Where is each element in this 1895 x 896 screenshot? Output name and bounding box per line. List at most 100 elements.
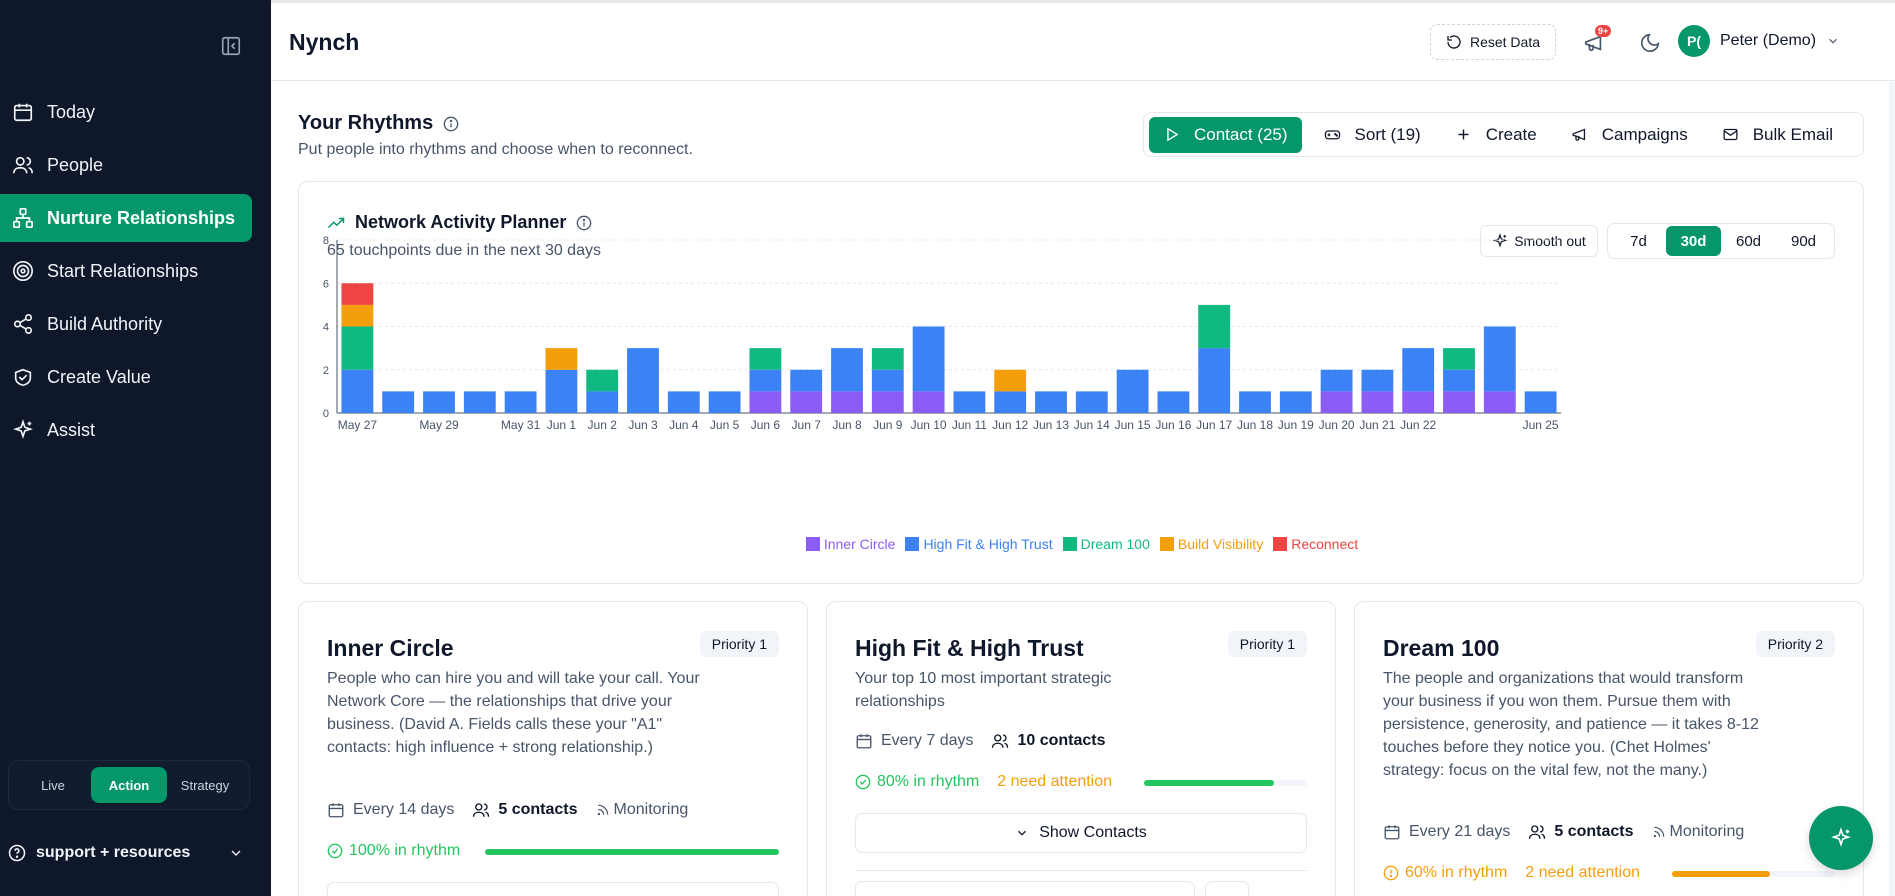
sparkles-icon [1492,233,1508,248]
rhythms-title-text: Your Rhythms [298,112,434,134]
chevron-down-icon [231,850,241,856]
reset-data-label: Reset Data [1469,34,1541,50]
attention-text[interactable]: 2 need attention [997,773,1113,790]
range-30d-button[interactable]: 30d [1666,226,1721,256]
gamepad-icon [1324,130,1340,140]
bar-segment [341,326,374,370]
rhythm-status: 100% in rhythm [327,842,460,860]
x-tick-label: Jun 20 [1319,418,1355,432]
y-tick-label: 4 [323,322,329,334]
smooth-out-button[interactable]: Smooth out [1480,225,1598,257]
check-circle-icon [327,843,343,859]
sort-button[interactable]: Sort (19) [1312,117,1433,153]
mode-live-button[interactable]: Live [41,777,65,793]
show-contacts-button[interactable]: Show Contacts [855,813,1307,853]
card-description: Your top 10 most important strategic rel… [855,670,1112,710]
rhythm-progress [1672,871,1835,877]
sparkles-icon [1831,827,1851,848]
header: Nynch Reset Data 9+ P( Peter (Demo) [271,3,1895,81]
legend-item[interactable]: Reconnect [1273,536,1358,552]
legend-swatch [805,537,820,551]
mode-action-button[interactable]: Action [91,767,167,803]
bar-segment [790,369,823,392]
scrollbar[interactable] [1889,82,1895,896]
bar-segment [1157,391,1190,413]
theme-toggle[interactable] [1639,32,1661,54]
legend-item[interactable]: Inner Circle [805,536,895,552]
rhythm-progress-fill [1144,780,1275,786]
support-resources[interactable]: support + resources [8,838,244,868]
x-tick-label: Jun 7 [792,418,822,432]
create-button[interactable]: Create [1443,117,1549,153]
contacts-text: 10 contacts [1017,732,1106,749]
rotate-icon [1447,35,1461,49]
reset-data-button[interactable]: Reset Data [1430,24,1556,60]
range-90d-button[interactable]: 90d [1790,232,1817,250]
show-contacts-button[interactable] [327,882,779,896]
bar-segment [504,391,537,413]
card-title: High Fit & High Trust [855,635,1084,661]
bar-segment [871,369,904,392]
sidebar-item-start-relationships[interactable]: Start Relationships [0,247,252,295]
info-icon[interactable] [576,215,592,231]
card-title: Dream 100 [1383,635,1500,661]
range-60d-button[interactable]: 60d [1735,232,1762,250]
bar-segment [341,304,374,327]
rhythm-text: 60% in rhythm [1405,864,1508,881]
bar-segment [667,391,700,413]
bar-segment [1483,326,1516,392]
y-tick-label: 6 [323,278,329,290]
sidebar-item-nurture-relationships[interactable]: Nurture Relationships [0,194,252,242]
bar-segment [545,348,578,370]
play-icon [1167,127,1179,142]
x-tick-label: May 27 [338,418,378,432]
x-tick-label: Jun 25 [1523,418,1559,432]
contacts-count[interactable]: 10 contacts [991,732,1106,750]
range-7d-button[interactable]: 7d [1630,232,1647,250]
info-icon[interactable] [443,116,459,132]
user-menu[interactable]: P( Peter (Demo) [1678,25,1840,57]
share-icon [12,313,34,335]
contacts-count[interactable]: 5 contacts [472,801,578,819]
sparkles-icon [12,419,34,441]
frequency: Every 14 days [327,801,454,819]
bar-segment [1443,348,1475,370]
sidebar-item-create-value[interactable]: Create Value [0,353,252,401]
mode-switch: Live Action Strategy [8,760,250,810]
sidebar-nav: Today People Nurture Relationships Start… [0,88,271,459]
bar-segment [1361,369,1394,392]
legend-item[interactable]: High Fit & High Trust [905,536,1053,552]
help-circle-icon [8,844,26,862]
sidebar-item-assist[interactable]: Assist [0,406,252,454]
sidebar-collapse-icon[interactable] [220,35,242,56]
bar-segment [586,391,619,413]
sidebar-item-build-authority[interactable]: Build Authority [0,300,252,348]
sidebar-item-label: Today [47,101,96,122]
contacts-count[interactable]: 5 contacts [1528,823,1634,841]
legend-item[interactable]: Build Visibility [1159,536,1263,552]
rss-icon [597,804,608,816]
notifications-button[interactable]: 9+ [1583,25,1612,54]
campaigns-button[interactable]: Campaigns [1559,117,1700,153]
bar-segment [749,348,782,370]
sidebar-item-label: Start Relationships [47,260,199,281]
chevron-down-icon [1829,38,1837,44]
x-tick-label: Jun 9 [873,418,903,432]
sidebar-item-label: Assist [47,419,96,440]
bulk-email-button[interactable]: Bulk Email [1710,117,1845,153]
sidebar-item-people[interactable]: People [0,141,252,189]
sidebar-item-today[interactable]: Today [0,88,252,136]
legend-item[interactable]: Dream 100 [1062,536,1150,552]
card-action-button[interactable] [855,881,1195,896]
x-tick-label: Jun 3 [628,418,658,432]
y-tick-label: 0 [323,408,329,420]
bar-segment [341,369,374,413]
assist-fab-button[interactable] [1809,806,1873,870]
bar-segment [994,369,1027,392]
chevron-down-icon [1018,830,1027,836]
mode-strategy-button[interactable]: Strategy [180,777,230,793]
attention-text[interactable]: 2 need attention [1525,864,1641,881]
x-tick-label: May 29 [419,418,459,432]
card-icon-button[interactable] [1205,881,1249,896]
contact-button[interactable]: Contact (25) [1149,116,1302,153]
